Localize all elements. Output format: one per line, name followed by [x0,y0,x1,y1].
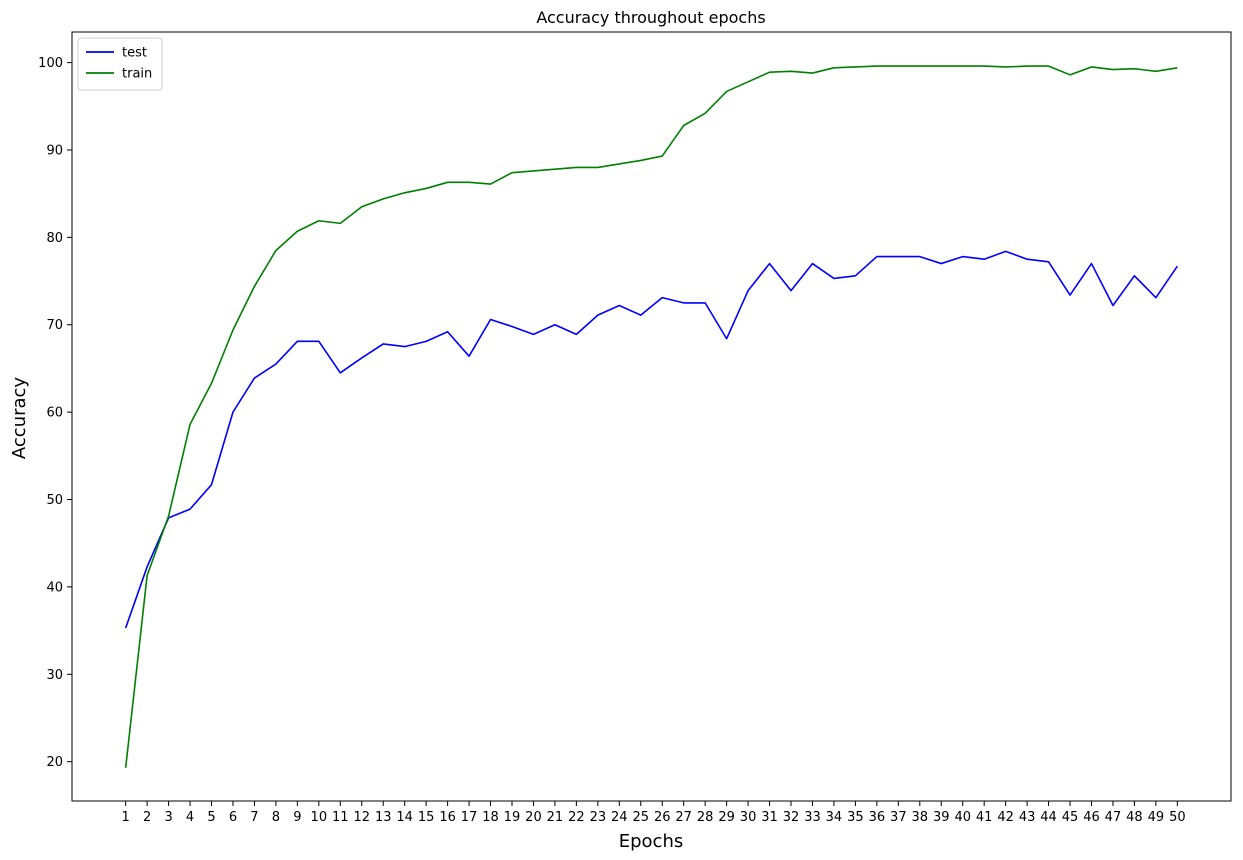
x-tick-label: 15 [418,810,435,825]
x-tick-label: 50 [1169,810,1186,825]
x-tick-label: 27 [675,810,692,825]
y-tick-label: 50 [46,493,63,508]
chart-title: Accuracy throughout epochs [536,8,765,27]
x-tick-label: 17 [461,810,478,825]
x-tick-label: 8 [272,810,280,825]
x-tick-label: 40 [954,810,971,825]
y-axis-label: Accuracy [9,377,30,460]
x-tick-label: 46 [1083,810,1100,825]
y-tick-label: 20 [46,755,63,770]
x-tick-label: 45 [1062,810,1079,825]
x-tick-label: 22 [568,810,585,825]
x-tick-label: 19 [504,810,521,825]
y-tick-label: 40 [46,580,63,595]
legend: test train [77,37,163,91]
x-tick-label: 18 [482,810,499,825]
x-tick-label: 26 [654,810,671,825]
x-axis-label: Epochs [619,831,684,852]
x-tick-label: 7 [250,810,258,825]
x-tick-label: 16 [439,810,456,825]
x-tick-label: 20 [525,810,542,825]
y-tick-label: 100 [38,56,63,71]
x-tick-label: 24 [611,810,628,825]
x-tick-label: 31 [761,810,778,825]
plot-frame [71,31,1232,802]
x-tick-label: 4 [186,810,194,825]
x-tick-label: 13 [375,810,392,825]
x-tick-label: 29 [718,810,735,825]
x-tick-label: 42 [997,810,1014,825]
x-tick-label: 14 [396,810,413,825]
x-tick-label: 9 [293,810,301,825]
x-tick-label: 28 [697,810,714,825]
x-tick-label: 5 [207,810,215,825]
x-tick-label: 23 [590,810,607,825]
x-tick-label: 3 [164,810,172,825]
y-tick-label: 60 [46,406,63,421]
x-tick-label: 49 [1148,810,1165,825]
x-tick-label: 44 [1040,810,1057,825]
x-tick-label: 36 [869,810,886,825]
x-tick-label: 37 [890,810,907,825]
x-tick-label: 30 [740,810,757,825]
x-tick-label: 41 [976,810,993,825]
series-layer [124,65,1179,768]
x-tick-label: 11 [332,810,349,825]
x-tick-label: 1 [122,810,130,825]
x-tick-label: 10 [311,810,328,825]
series-line-train [124,65,1178,768]
ticks-layer: 1 2 3 4 5 6 7 8 9 10 11 12 13 14 15 16 17 18 19 20 21 22 23 24 2… [38,56,1185,825]
legend-label-train: train [122,67,152,82]
x-tick-label: 33 [804,810,821,825]
x-tick-label: 43 [1019,810,1036,825]
y-tick-label: 80 [46,231,63,246]
x-tick-label: 48 [1126,810,1143,825]
x-tick-label: 21 [547,810,564,825]
y-tick-label: 30 [46,668,63,683]
x-tick-label: 6 [229,810,237,825]
x-tick-label: 2 [143,810,151,825]
x-tick-label: 34 [826,810,843,825]
x-tick-label: 38 [912,810,929,825]
x-tick-label: 39 [933,810,950,825]
series-line-test [124,250,1179,629]
x-tick-label: 25 [632,810,649,825]
x-tick-label: 47 [1105,810,1122,825]
legend-box [77,37,163,91]
y-tick-label: 70 [46,318,63,333]
x-tick-label: 32 [783,810,800,825]
x-tick-label: 35 [847,810,864,825]
y-tick-label: 90 [46,143,63,158]
legend-label-test: test [122,46,147,61]
x-tick-label: 12 [353,810,370,825]
